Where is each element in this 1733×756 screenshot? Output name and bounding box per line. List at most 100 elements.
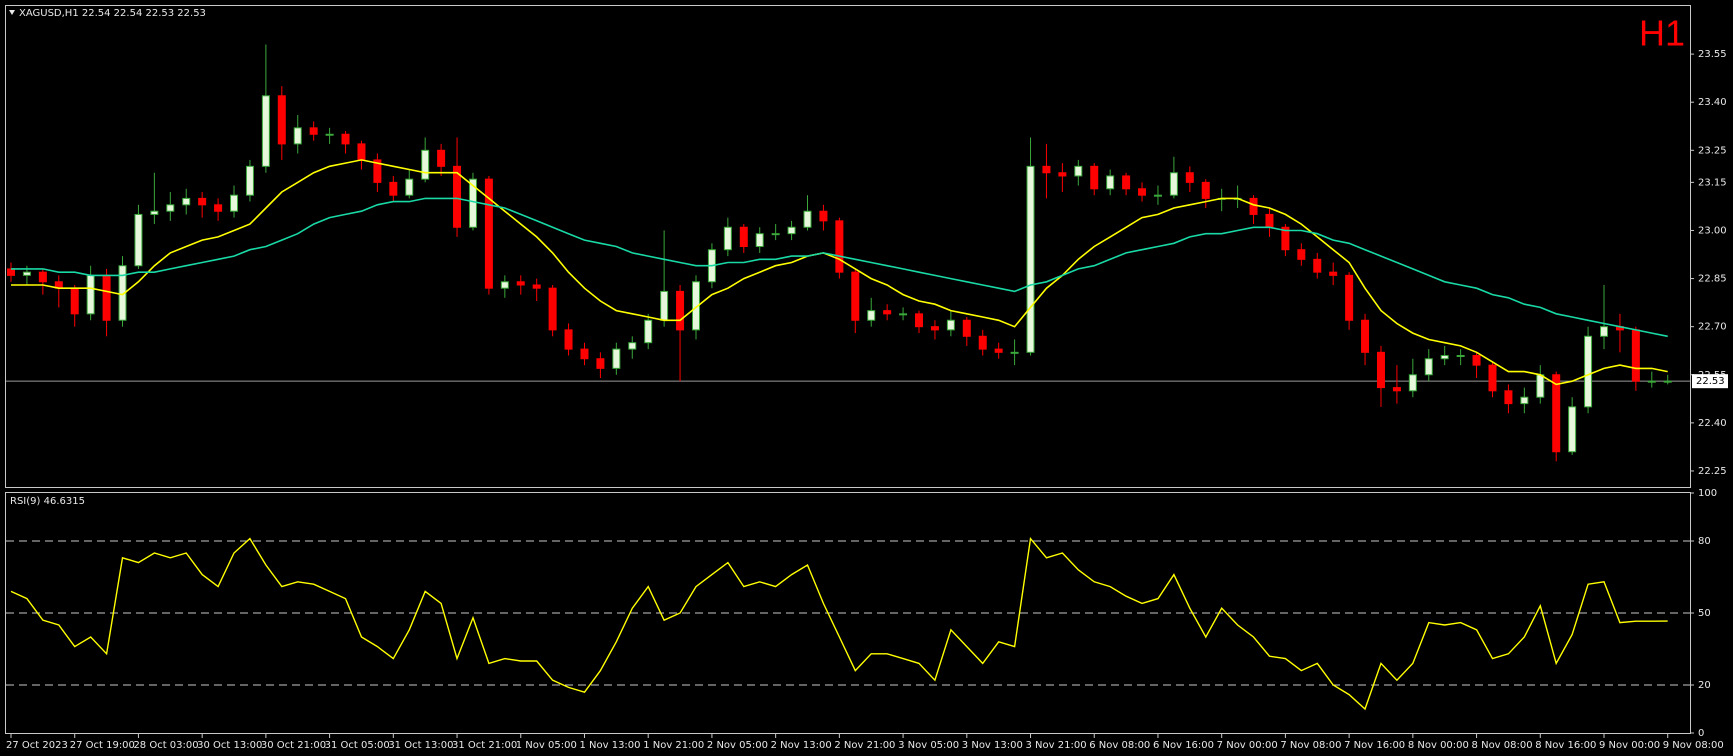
y-tick-label: 23.00 bbox=[1698, 225, 1727, 236]
x-tick-label: 31 Oct 13:00 bbox=[388, 740, 453, 751]
candle-body bbox=[787, 226, 796, 235]
candle-body bbox=[1297, 249, 1306, 260]
rsi-title: RSI(9) 46.6315 bbox=[10, 496, 85, 507]
candle-body bbox=[1313, 258, 1322, 273]
moving-average-line bbox=[11, 159, 1668, 386]
candle-body bbox=[7, 268, 15, 276]
candle-body bbox=[1631, 329, 1640, 382]
x-tick-label: 1 Nov 21:00 bbox=[643, 740, 704, 751]
candle-body bbox=[628, 342, 637, 350]
candle-body bbox=[325, 133, 334, 136]
x-tick-label: 31 Oct 21:00 bbox=[452, 740, 517, 751]
candle-body bbox=[978, 335, 987, 350]
candle-body bbox=[38, 271, 47, 283]
symbol-menu-arrow[interactable] bbox=[9, 10, 15, 15]
candle-body bbox=[309, 127, 318, 135]
candle-body bbox=[1488, 364, 1497, 392]
candle-body bbox=[1249, 197, 1258, 215]
candle-body bbox=[1138, 188, 1147, 196]
candle-body bbox=[883, 310, 892, 315]
candle-body bbox=[1329, 271, 1338, 276]
candle-body bbox=[437, 149, 446, 167]
candle-body bbox=[70, 287, 79, 315]
x-tick-label: 3 Nov 21:00 bbox=[1026, 740, 1087, 751]
candle-body bbox=[596, 358, 605, 369]
candle-body bbox=[1520, 396, 1529, 405]
x-tick-label: 7 Nov 08:00 bbox=[1280, 740, 1341, 751]
x-tick-label: 6 Nov 08:00 bbox=[1089, 740, 1150, 751]
timeframe-label: H1 bbox=[1639, 13, 1685, 54]
candle-body bbox=[803, 210, 812, 228]
y-tick-label: 80 bbox=[1698, 536, 1711, 547]
x-tick-label: 8 Nov 00:00 bbox=[1408, 740, 1469, 751]
x-tick-label: 7 Nov 16:00 bbox=[1344, 740, 1405, 751]
candle-body bbox=[899, 313, 908, 316]
candle-body bbox=[1361, 319, 1370, 353]
candle-body bbox=[1647, 380, 1656, 383]
candle-body bbox=[1600, 326, 1608, 337]
candle-body bbox=[851, 271, 860, 321]
candle-body bbox=[723, 226, 732, 251]
candle-body bbox=[293, 127, 302, 145]
candle-body bbox=[1169, 172, 1178, 196]
candle-body bbox=[1584, 335, 1593, 408]
candle-body bbox=[1663, 380, 1672, 383]
candle-body bbox=[1010, 351, 1019, 354]
candle-body bbox=[102, 274, 111, 321]
candle-body bbox=[548, 287, 557, 331]
candle-body bbox=[1153, 194, 1162, 197]
x-tick-label: 6 Nov 16:00 bbox=[1153, 740, 1214, 751]
candle-body bbox=[421, 149, 430, 180]
candle-body bbox=[1552, 374, 1561, 453]
x-tick-label: 1 Nov 05:00 bbox=[516, 740, 577, 751]
candle-body bbox=[484, 178, 493, 289]
candle-body bbox=[277, 95, 286, 145]
y-tick-label: 23.40 bbox=[1698, 97, 1727, 108]
candle-body bbox=[1058, 172, 1067, 177]
candle-body bbox=[468, 178, 477, 228]
y-tick-label: 23.55 bbox=[1698, 49, 1727, 60]
candle-body bbox=[357, 143, 366, 161]
y-tick-label: 22.25 bbox=[1698, 466, 1727, 477]
x-tick-label: 3 Nov 13:00 bbox=[962, 740, 1023, 751]
candle-body bbox=[1265, 213, 1274, 228]
candle-body bbox=[261, 95, 270, 167]
candle-body bbox=[1504, 390, 1513, 405]
candle-body bbox=[22, 271, 31, 276]
candle-body bbox=[946, 319, 955, 331]
x-tick-label: 8 Nov 16:00 bbox=[1535, 740, 1596, 751]
candle-body bbox=[1345, 274, 1354, 321]
y-tick-label: 23.15 bbox=[1698, 177, 1727, 188]
candle-body bbox=[532, 284, 541, 289]
candle-body bbox=[405, 178, 414, 196]
x-tick-label: 2 Nov 13:00 bbox=[771, 740, 832, 751]
y-tick-label: 22.40 bbox=[1698, 418, 1727, 429]
candle-body bbox=[755, 233, 764, 248]
y-tick-label: 22.70 bbox=[1698, 322, 1727, 333]
x-tick-label: 1 Nov 13:00 bbox=[579, 740, 640, 751]
candle-body bbox=[1074, 165, 1083, 177]
current-price-label: 22.53 bbox=[1696, 376, 1725, 387]
moving-average-line bbox=[11, 197, 1668, 338]
x-tick-label: 30 Oct 21:00 bbox=[261, 740, 326, 751]
candle-body bbox=[166, 204, 175, 212]
candle-body bbox=[676, 290, 685, 331]
candle-body bbox=[118, 265, 127, 321]
candle-body bbox=[1408, 374, 1417, 392]
y-tick-label: 20 bbox=[1698, 680, 1711, 691]
candle-body bbox=[1392, 387, 1401, 392]
candle-body bbox=[819, 210, 828, 222]
candle-body bbox=[660, 290, 669, 321]
x-tick-label: 9 Nov 00:00 bbox=[1599, 740, 1660, 751]
candle-body bbox=[373, 159, 382, 183]
candle-body bbox=[962, 319, 971, 337]
candle-body bbox=[1201, 181, 1210, 199]
y-tick-label: 50 bbox=[1698, 608, 1711, 619]
candle-body bbox=[915, 313, 924, 328]
candle-body bbox=[198, 197, 207, 206]
x-tick-label: 27 Oct 19:00 bbox=[70, 740, 135, 751]
candle-body bbox=[1281, 226, 1290, 251]
candle-body bbox=[835, 220, 844, 273]
